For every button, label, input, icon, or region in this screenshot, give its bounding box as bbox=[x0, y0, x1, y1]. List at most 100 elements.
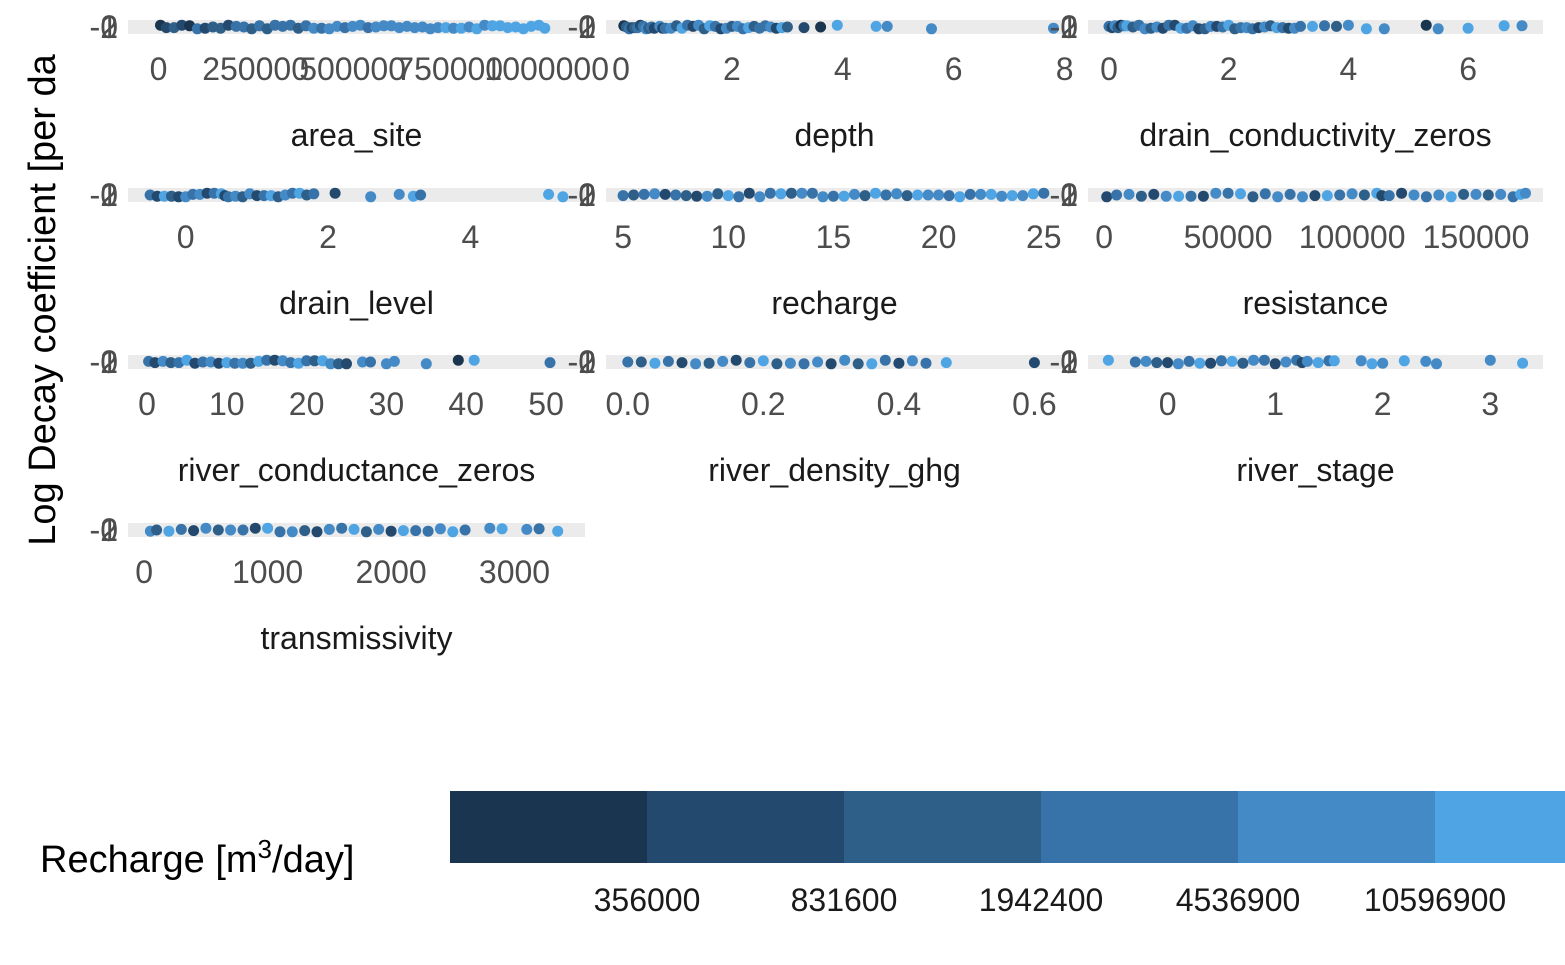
data-point bbox=[870, 187, 881, 199]
x-tick-label: 1000000 bbox=[484, 51, 609, 87]
x-tick-label: 0 bbox=[1095, 219, 1113, 255]
data-point bbox=[1360, 23, 1372, 35]
data-point bbox=[781, 21, 793, 33]
y-tick-labels: -1-20 bbox=[1050, 177, 1078, 213]
x-tick-label: 0 bbox=[150, 51, 168, 87]
y-axis-title: Log Decay coefficient [per da bbox=[22, 53, 64, 545]
data-point bbox=[1334, 189, 1346, 201]
data-point bbox=[717, 355, 729, 367]
data-point bbox=[249, 522, 261, 534]
data-point bbox=[712, 188, 724, 200]
data-point bbox=[1017, 190, 1029, 202]
data-point bbox=[486, 20, 498, 32]
data-point bbox=[1183, 355, 1195, 367]
data-point bbox=[225, 524, 237, 536]
data-point bbox=[975, 188, 987, 200]
y-tick-label: -1 bbox=[90, 512, 118, 548]
data-point bbox=[628, 189, 640, 201]
data-point bbox=[785, 187, 797, 199]
data-point bbox=[1498, 20, 1510, 32]
data-point bbox=[754, 191, 766, 203]
data-point bbox=[839, 354, 851, 366]
scatter-points bbox=[1102, 354, 1529, 370]
legend-color-swatch bbox=[1238, 791, 1435, 863]
data-point bbox=[365, 191, 377, 203]
data-point bbox=[237, 357, 249, 369]
data-point bbox=[943, 190, 955, 202]
data-point bbox=[163, 525, 175, 537]
data-point bbox=[1235, 188, 1246, 200]
facet-label: river_stage bbox=[1236, 452, 1394, 488]
x-tick-label: 2 bbox=[1374, 386, 1392, 422]
data-point bbox=[764, 187, 776, 199]
data-point bbox=[1259, 188, 1271, 200]
data-point bbox=[1027, 188, 1039, 200]
data-point bbox=[415, 189, 427, 201]
color-legend: Recharge [m3/day] 356000 831600 1942400 453… bbox=[40, 791, 1565, 918]
data-point bbox=[1331, 20, 1342, 32]
y-tick-label: -2 bbox=[1050, 344, 1078, 380]
data-point bbox=[676, 357, 688, 369]
data-point bbox=[1028, 357, 1040, 369]
y-tick-label: 0 bbox=[578, 344, 596, 380]
x-tick-labels: 0 1000 2000 3000 bbox=[135, 554, 550, 590]
data-point bbox=[1135, 190, 1147, 202]
data-point bbox=[849, 188, 860, 200]
data-point bbox=[922, 189, 934, 201]
data-point bbox=[733, 191, 745, 203]
x-tick-label: 6 bbox=[945, 51, 963, 87]
data-point bbox=[237, 524, 249, 536]
data-point bbox=[1148, 188, 1160, 200]
data-point bbox=[796, 187, 808, 199]
data-point bbox=[757, 355, 769, 367]
legend-color-bar bbox=[450, 791, 1565, 863]
data-point bbox=[269, 354, 281, 366]
data-point bbox=[325, 358, 337, 370]
data-point bbox=[1197, 190, 1209, 202]
x-tick-label: 100000 bbox=[1299, 219, 1406, 255]
x-tick-label: 0 bbox=[1100, 51, 1118, 87]
x-tick-labels: 0 2 4 6 8 bbox=[612, 51, 1073, 87]
data-point bbox=[870, 20, 882, 32]
legend-title-main: Recharge [m bbox=[40, 839, 258, 881]
data-point bbox=[881, 20, 893, 32]
data-point bbox=[1458, 188, 1470, 200]
data-point bbox=[1517, 357, 1529, 369]
data-point bbox=[1398, 355, 1410, 367]
data-point bbox=[452, 354, 464, 366]
data-point bbox=[1237, 357, 1249, 369]
data-point bbox=[622, 356, 634, 368]
y-tick-label: 0 bbox=[100, 512, 118, 548]
data-point bbox=[360, 526, 372, 538]
data-point bbox=[649, 357, 661, 369]
data-point bbox=[410, 525, 422, 537]
x-tick-label: 1000 bbox=[232, 554, 303, 590]
data-point bbox=[1269, 358, 1281, 370]
x-tick-label: 0 bbox=[135, 554, 153, 590]
y-tick-label: 0 bbox=[100, 177, 118, 213]
y-tick-label: -1 bbox=[90, 177, 118, 213]
data-point bbox=[165, 357, 177, 369]
legend-tick-label: 356000 bbox=[594, 882, 701, 918]
data-point bbox=[901, 190, 913, 202]
data-point bbox=[397, 525, 409, 537]
data-point bbox=[299, 525, 311, 537]
data-point bbox=[1162, 357, 1174, 369]
data-point bbox=[373, 523, 385, 535]
data-point bbox=[1226, 355, 1238, 367]
x-tick-label: 40 bbox=[448, 386, 484, 422]
data-point bbox=[1309, 190, 1321, 202]
data-point bbox=[1038, 187, 1050, 199]
y-tick-label: -1 bbox=[1050, 9, 1078, 45]
data-point bbox=[825, 358, 837, 370]
x-tick-label: 4 bbox=[834, 51, 852, 87]
data-point bbox=[806, 187, 818, 199]
x-tick-label: 4 bbox=[462, 219, 480, 255]
data-point bbox=[341, 358, 352, 370]
scatter-points bbox=[155, 19, 551, 35]
data-point bbox=[262, 522, 274, 534]
legend-tick-label: 10596900 bbox=[1364, 882, 1506, 918]
data-point bbox=[1520, 187, 1531, 199]
